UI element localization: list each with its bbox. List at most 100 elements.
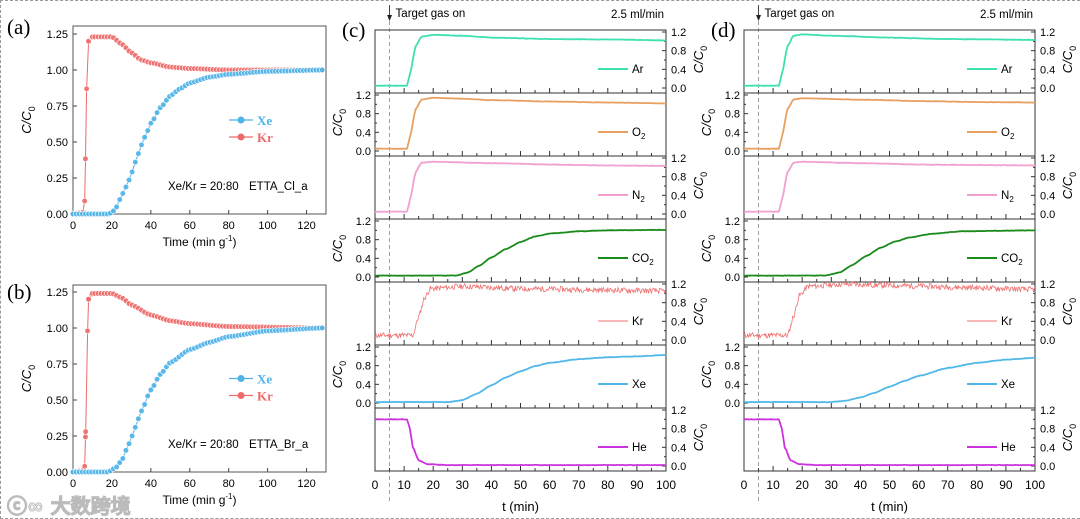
down-arrow-icon [387, 15, 393, 21]
x-tick-label: 100 [1025, 478, 1045, 492]
subplot-ar: 0.0 0.4 0.8 1.2 C/C0 Ar [743, 27, 1078, 95]
legend-label-n2: N2 [632, 190, 645, 204]
y-tick-label: 0.8 [1040, 424, 1055, 436]
y-tick-label: 0.0 [1040, 461, 1055, 473]
legend-label-o2: O2 [1001, 127, 1015, 141]
data-point [82, 155, 89, 162]
subplot-he: 0.0 0.4 0.8 1.2 C/C0 He [743, 405, 1078, 473]
panel-label: (c) [342, 18, 365, 42]
x-tick-label: 0 [741, 478, 748, 492]
legend-label-kr: Kr [632, 316, 644, 328]
sample-annotation: ETTA_Cl_a [249, 181, 308, 193]
y-tick-label: 1.25 [47, 287, 68, 299]
subplot-frame [743, 218, 1036, 283]
data-point [135, 150, 142, 157]
y-tick-label: 0.0 [1040, 335, 1055, 347]
panel-label: (a) [7, 15, 30, 39]
sample-annotation: ETTA_Br_a [249, 439, 309, 451]
y-tick-label: 0.8 [671, 172, 686, 184]
y-tick-label: 0.50 [47, 395, 68, 407]
x-tick-label: 30 [825, 478, 839, 492]
data-point [113, 203, 120, 211]
legend-label-o2: O2 [632, 127, 646, 141]
series-line-ar [374, 33, 666, 87]
y-tick-label: 1.2 [725, 90, 740, 102]
data-point [122, 447, 130, 454]
y-tick-label: 0.8 [725, 235, 740, 247]
x-tick-label: 80 [601, 478, 615, 492]
data-point [141, 134, 148, 141]
data-point [144, 392, 151, 400]
y-tick-label: 0.00 [47, 467, 68, 479]
series-line-n2 [374, 160, 667, 213]
legend-label-kr: Kr [257, 130, 273, 145]
data-point [150, 115, 158, 122]
ratio-annotation: Xe/Kr = 20:80 [168, 439, 239, 451]
y-tick-label: 0.0 [356, 146, 371, 158]
series-line-kr [743, 280, 1036, 340]
y-tick-label: 0.4 [356, 379, 371, 391]
subplot-xe: 0.0 0.4 0.8 1.2 C/C0 Xe [330, 342, 667, 410]
y-tick-label: 1.00 [47, 65, 68, 77]
legend-label-he: He [1001, 442, 1016, 454]
y-tick-label: 0.50 [47, 137, 68, 149]
y-tick-label: 1.2 [725, 216, 740, 228]
y-tick-label: 0.4 [725, 127, 740, 139]
y-axis-label: C/C0 [19, 106, 37, 133]
flow-rate-label: 2.5 ml/min [611, 9, 664, 21]
x-tick-label: 100 [258, 220, 276, 232]
y-tick-label: 0.8 [725, 109, 740, 121]
y-tick-label: 1.2 [356, 90, 371, 102]
data-point [147, 120, 154, 127]
data-point [319, 324, 326, 332]
data-point [141, 401, 148, 408]
y-tick-label: 0.0 [671, 209, 686, 221]
y-axis-label: C/C0 [699, 109, 717, 136]
series-line-o2 [375, 96, 667, 150]
data-point [129, 432, 136, 440]
y-axis-label: C/C0 [691, 298, 709, 325]
data-point [119, 455, 126, 462]
data-point [85, 296, 92, 303]
subplot-kr: 0.0 0.4 0.8 1.2 C/C0 Kr [743, 279, 1078, 347]
data-point [150, 382, 158, 389]
x-tick-label: 50 [514, 478, 528, 492]
x-tick-label: 10 [766, 478, 780, 492]
series-xe [69, 324, 326, 476]
x-tick-label: 50 [883, 478, 897, 492]
y-tick-label: 0.8 [671, 298, 686, 310]
x-tick-label: 80 [223, 478, 235, 490]
data-point [125, 440, 133, 447]
y-tick-label: 0.8 [671, 424, 686, 436]
series-line-co2 [743, 229, 1035, 277]
subplot-ar: 0.0 0.4 0.8 1.2 C/C0 Ar [374, 27, 709, 95]
subplot-n2: 0.0 0.4 0.8 1.2 C/C0 N2 [374, 153, 709, 221]
y-tick-label: 0.4 [671, 190, 686, 202]
legend-label-n2: N2 [1001, 190, 1014, 204]
x-tick-label: 80 [223, 220, 235, 232]
subplot-co2: 0.0 0.4 0.8 1.2 C/C0 CO2 [699, 216, 1036, 284]
y-tick-label: 0.8 [1040, 298, 1055, 310]
data-point [160, 368, 167, 375]
series-line-he [743, 418, 1035, 467]
legend-marker [237, 375, 245, 382]
x-tick-label: 100 [258, 478, 276, 490]
legend-label-xe: Xe [257, 113, 272, 128]
series-line-o2 [744, 97, 1036, 150]
data-point [147, 386, 154, 394]
data-point [82, 428, 89, 435]
x-tick-label: 60 [184, 478, 196, 490]
y-axis-label: C/C0 [691, 424, 709, 451]
x-tick-label: 10 [397, 478, 411, 492]
y-tick-label: 1.2 [356, 216, 371, 228]
series-line-xe [375, 354, 667, 404]
legend-label-ar: Ar [632, 64, 644, 76]
y-tick-label: 0.4 [671, 442, 686, 454]
watermark-logo: ⓒ∞ 大数跨境 [7, 494, 132, 518]
data-point [110, 207, 117, 215]
series-xe [69, 66, 326, 218]
y-tick-label: 0.8 [725, 361, 740, 373]
data-point [135, 415, 142, 422]
legend-label-xe: Xe [632, 379, 646, 391]
legend-label-co2: CO2 [1001, 253, 1023, 267]
